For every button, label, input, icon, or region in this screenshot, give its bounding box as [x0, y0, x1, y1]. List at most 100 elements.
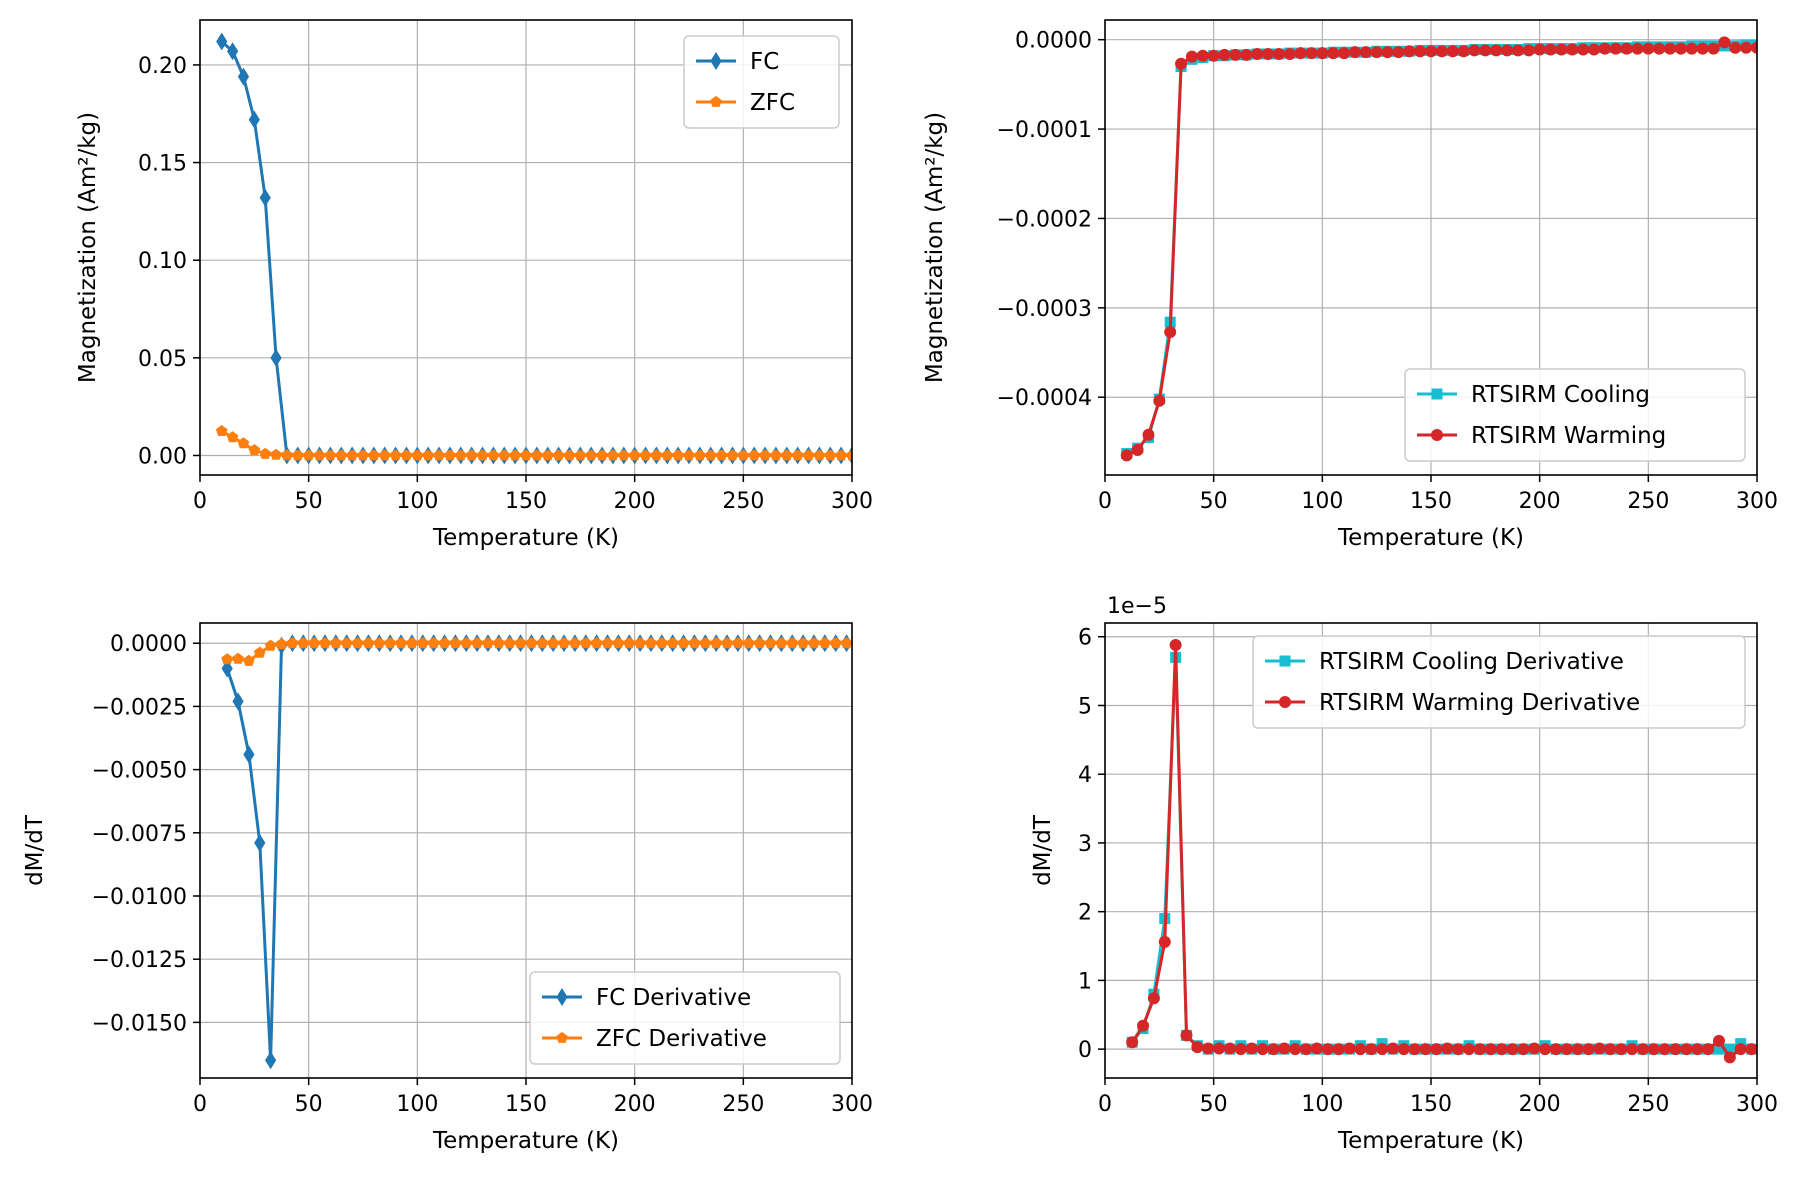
y-tick-label: −0.0003 [997, 297, 1092, 322]
legend-marker [1431, 388, 1443, 400]
x-axis-label: Temperature (K) [1337, 1128, 1524, 1154]
data-point [759, 449, 771, 461]
data-point [574, 449, 587, 461]
data-point [221, 659, 233, 678]
data-point [824, 449, 837, 461]
data-point [666, 637, 679, 649]
data-point [558, 637, 570, 649]
data-point [1517, 1043, 1530, 1056]
data-point [748, 449, 760, 461]
x-tick-label: 50 [295, 1092, 323, 1117]
data-point [1664, 42, 1677, 55]
data-point [1414, 45, 1427, 58]
data-point [302, 449, 315, 461]
legend-label: RTSIRM Cooling [1471, 382, 1650, 408]
data-point [438, 637, 451, 649]
data-point [1718, 36, 1731, 49]
data-point [1631, 42, 1644, 55]
data-point [1577, 43, 1590, 56]
data-point [1479, 44, 1492, 57]
axis-offset-label: 1e−5 [1107, 594, 1167, 619]
y-axis-label: Magnetization (Am²/kg) [75, 112, 101, 383]
x-tick-label: 50 [1200, 489, 1228, 514]
data-point [216, 32, 228, 51]
legend-marker [710, 95, 722, 107]
data-point [493, 637, 505, 649]
y-axis-label: dM/dT [1030, 814, 1056, 886]
data-point [656, 637, 668, 649]
data-point [623, 637, 636, 649]
data-point [248, 110, 260, 129]
data-point [628, 449, 641, 461]
data-point [601, 637, 614, 649]
data-point [775, 637, 788, 649]
data-point [1473, 1043, 1486, 1056]
data-point [1435, 45, 1448, 58]
data-point [1213, 1042, 1226, 1055]
data-point [1425, 45, 1437, 58]
data-point [1419, 1043, 1432, 1056]
data-point [1310, 1042, 1323, 1055]
data-point [699, 637, 712, 649]
legend-label: ZFC [750, 90, 795, 116]
chart-panel-3 [193, 622, 853, 1085]
data-point [612, 637, 625, 649]
data-point [618, 449, 630, 461]
data-point [1604, 1043, 1617, 1056]
y-tick-label: 0.00 [138, 444, 187, 469]
data-point [590, 637, 603, 649]
x-tick-label: 200 [614, 1092, 656, 1117]
data-point [1642, 42, 1655, 55]
data-point [281, 449, 293, 461]
data-point [471, 637, 483, 649]
data-point [634, 637, 646, 649]
x-tick-label: 250 [722, 1092, 764, 1117]
data-point [357, 449, 369, 461]
data-point [802, 449, 815, 461]
data-point [1457, 45, 1470, 58]
data-point [1713, 1043, 1725, 1055]
legend-marker [710, 52, 722, 70]
data-point [1365, 1043, 1378, 1056]
data-point [1484, 1043, 1497, 1056]
data-point [227, 42, 239, 61]
data-point [1392, 46, 1405, 59]
y-tick-label: 2 [1078, 901, 1092, 926]
data-point [694, 449, 706, 461]
data-point [514, 637, 527, 649]
y-tick-label: −0.0075 [92, 822, 187, 847]
data-point [400, 449, 413, 461]
x-tick-label: 50 [1200, 1092, 1228, 1117]
data-point [1256, 1043, 1269, 1056]
data-point [737, 449, 750, 461]
data-point [232, 692, 244, 711]
data-point [1137, 1019, 1150, 1032]
data-point [1707, 42, 1720, 55]
data-point [1131, 443, 1144, 456]
data-point [1164, 325, 1177, 338]
data-point [710, 637, 722, 649]
y-axis-label: Magnetization (Am²/kg) [922, 112, 948, 383]
legend-item [1265, 696, 1305, 708]
data-point [1463, 1043, 1476, 1056]
data-point [254, 833, 266, 852]
x-tick-label: 200 [1519, 489, 1561, 514]
x-tick-label: 150 [1410, 1092, 1452, 1117]
data-point [770, 449, 782, 461]
x-axis-label: Temperature (K) [1337, 525, 1524, 551]
legend-item [542, 988, 582, 1006]
x-tick-label: 0 [1098, 1092, 1112, 1117]
data-point [1354, 1043, 1367, 1056]
data-point [362, 637, 375, 649]
data-point [1191, 1041, 1204, 1054]
data-point [1549, 1043, 1562, 1056]
data-point [732, 637, 744, 649]
data-point [1278, 1042, 1291, 1055]
data-point [541, 449, 554, 461]
data-point [308, 637, 320, 649]
data-point [520, 449, 532, 461]
series-line [227, 641, 847, 663]
data-point [411, 449, 424, 461]
data-point [840, 637, 852, 649]
y-tick-label: −0.0050 [92, 759, 187, 784]
